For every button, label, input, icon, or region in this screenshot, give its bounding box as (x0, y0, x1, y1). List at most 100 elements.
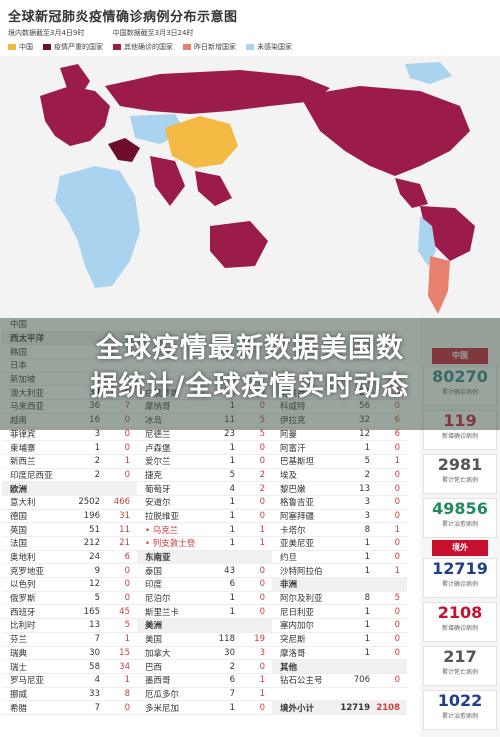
stat-label: 累计死亡病例 (441, 669, 478, 676)
country-name: 约旦 (280, 553, 298, 564)
total-cases: 24 (89, 552, 100, 563)
country-name: 罗马尼亚 (10, 676, 45, 687)
total-cases: 1 (229, 606, 235, 617)
country-name: 印度尼西亚 (10, 470, 53, 481)
table-row: 瑞士 58 34 (2, 660, 137, 674)
country-name: 芬兰 (10, 635, 28, 646)
table-row: 葡萄牙 4 2 (137, 482, 272, 496)
total-cases: 58 (89, 661, 100, 672)
total-cases: 1 (229, 702, 235, 713)
stat-number: 49856 (432, 499, 488, 518)
total-cases: 165 (83, 606, 100, 617)
south-america-brazil (420, 206, 475, 261)
abroad-tab: 境外 (432, 540, 488, 556)
country-name: 以色列 (10, 580, 36, 591)
table-section-row: 美洲 (137, 619, 272, 633)
table-row: 黎巴嫩 13 0 (272, 482, 407, 496)
country-name: 阿尔及利亚 (280, 594, 323, 605)
country-name: 摩洛哥 (280, 648, 306, 659)
new-cases: 0 (124, 442, 130, 453)
stat-label: 累计治愈病例 (441, 521, 478, 528)
country-name: 巴西 (145, 662, 163, 673)
table-section-row: 东南亚 (137, 550, 272, 565)
country-name: 格鲁吉亚 (280, 498, 315, 509)
total-cases: 12719 (340, 702, 370, 713)
southeast-asia-shape (195, 171, 232, 206)
new-cases: 0 (394, 675, 400, 686)
total-cases: 1 (229, 593, 235, 604)
new-cases: 1 (124, 456, 130, 467)
new-cases: 0 (394, 552, 400, 563)
legend-label: 未感染国家 (257, 43, 292, 51)
table-row: 钻石公主号 706 0 (272, 674, 407, 688)
total-cases: 8 (364, 593, 370, 604)
country-name: 英国 (10, 525, 28, 536)
country-name: 奥地利 (10, 553, 36, 564)
country-name: 厄瓜多尔 (145, 689, 180, 700)
new-cases: 2 (259, 469, 265, 480)
new-cases: 0 (124, 469, 130, 480)
table-row: 拉脱维亚 1 0 (137, 510, 272, 524)
total-cases: 4 (229, 483, 235, 494)
table-row: 阿塞拜疆 3 0 (272, 510, 407, 524)
table-row: 阿富汗 1 0 (272, 441, 407, 455)
new-cases: 5 (124, 620, 130, 631)
new-cases: 0 (259, 661, 265, 672)
total-cases: 5 (94, 593, 100, 604)
new-cases: 11 (119, 524, 130, 535)
table-row: 新西兰 2 1 (2, 455, 137, 469)
new-cases: 1 (259, 524, 265, 535)
table-row: 安道尔 1 0 (137, 496, 272, 510)
table-row: 捷克 5 2 (137, 469, 272, 483)
legend-item: 昨日新增国家 (183, 42, 236, 52)
total-cases: 2 (94, 456, 100, 467)
legend-label: 其他确诊的国家 (124, 43, 173, 51)
country-name: 多米尼加 (145, 703, 180, 714)
new-cases: 21 (119, 538, 130, 549)
total-cases: 2 (94, 469, 100, 480)
total-cases: 2502 (78, 497, 100, 508)
country-name: 新西兰 (10, 457, 36, 468)
table-row: 卡塔尔 8 1 (272, 523, 407, 537)
total-cases: 43 (224, 565, 235, 576)
new-cases: 31 (119, 510, 130, 521)
country-name: 阿富汗 (280, 443, 306, 454)
new-cases: 1 (259, 688, 265, 699)
new-cases: 0 (394, 620, 400, 631)
country-name: 斯里兰卡 (145, 607, 180, 618)
country-name: 菲律宾 (10, 429, 36, 440)
new-cases: 0 (394, 606, 400, 617)
stat-box: 49856 累计治愈病例 (423, 498, 497, 538)
table-row: 斯里兰卡 1 0 (137, 605, 272, 620)
total-cases: 3 (364, 497, 370, 508)
cutoff-notes: 境内数据截至3月4日9时 中国数据截至3月3日24时 (8, 28, 492, 38)
table-section-row: 境外小计 12719 2108 (272, 701, 407, 715)
new-cases: 3 (259, 647, 265, 658)
table-row: 法国 212 21 (2, 537, 137, 551)
stat-box: 2108 新增确诊病例 (423, 602, 497, 642)
stat-number: 1022 (437, 691, 483, 710)
table-column-3: 阿联酋276科威特560伊拉克326阿曼126阿富汗10巴基斯坦51埃及20黎巴… (272, 318, 407, 715)
total-cases: 212 (83, 538, 100, 549)
country-name: 美洲 (145, 621, 163, 632)
table-row: 印度尼西亚 2 0 (2, 469, 137, 483)
table-row: 泰国 43 0 (137, 564, 272, 579)
new-cases: 0 (259, 510, 265, 521)
country-name: 塞内加尔 (280, 621, 315, 632)
country-name: 尼泊尔 (145, 594, 171, 605)
country-name: 俄罗斯 (10, 594, 36, 605)
new-cases: 0 (259, 702, 265, 713)
country-name: 泰国 (145, 566, 163, 577)
new-cases: 6 (124, 552, 130, 563)
legend-item: 未感染国家 (246, 42, 292, 52)
table-row: 美国 118 19 (137, 633, 272, 647)
legend-swatch (183, 44, 191, 50)
country-name: 捷克 (145, 470, 163, 481)
legend-item: 疫情严重的国家 (43, 42, 103, 52)
stat-number: 217 (443, 647, 477, 666)
country-name: 德国 (10, 511, 28, 522)
new-cases: 34 (119, 661, 130, 672)
table-row: 多米尼加 1 0 (137, 701, 272, 715)
total-cases: 1 (229, 510, 235, 521)
total-cases: 1 (364, 634, 370, 645)
